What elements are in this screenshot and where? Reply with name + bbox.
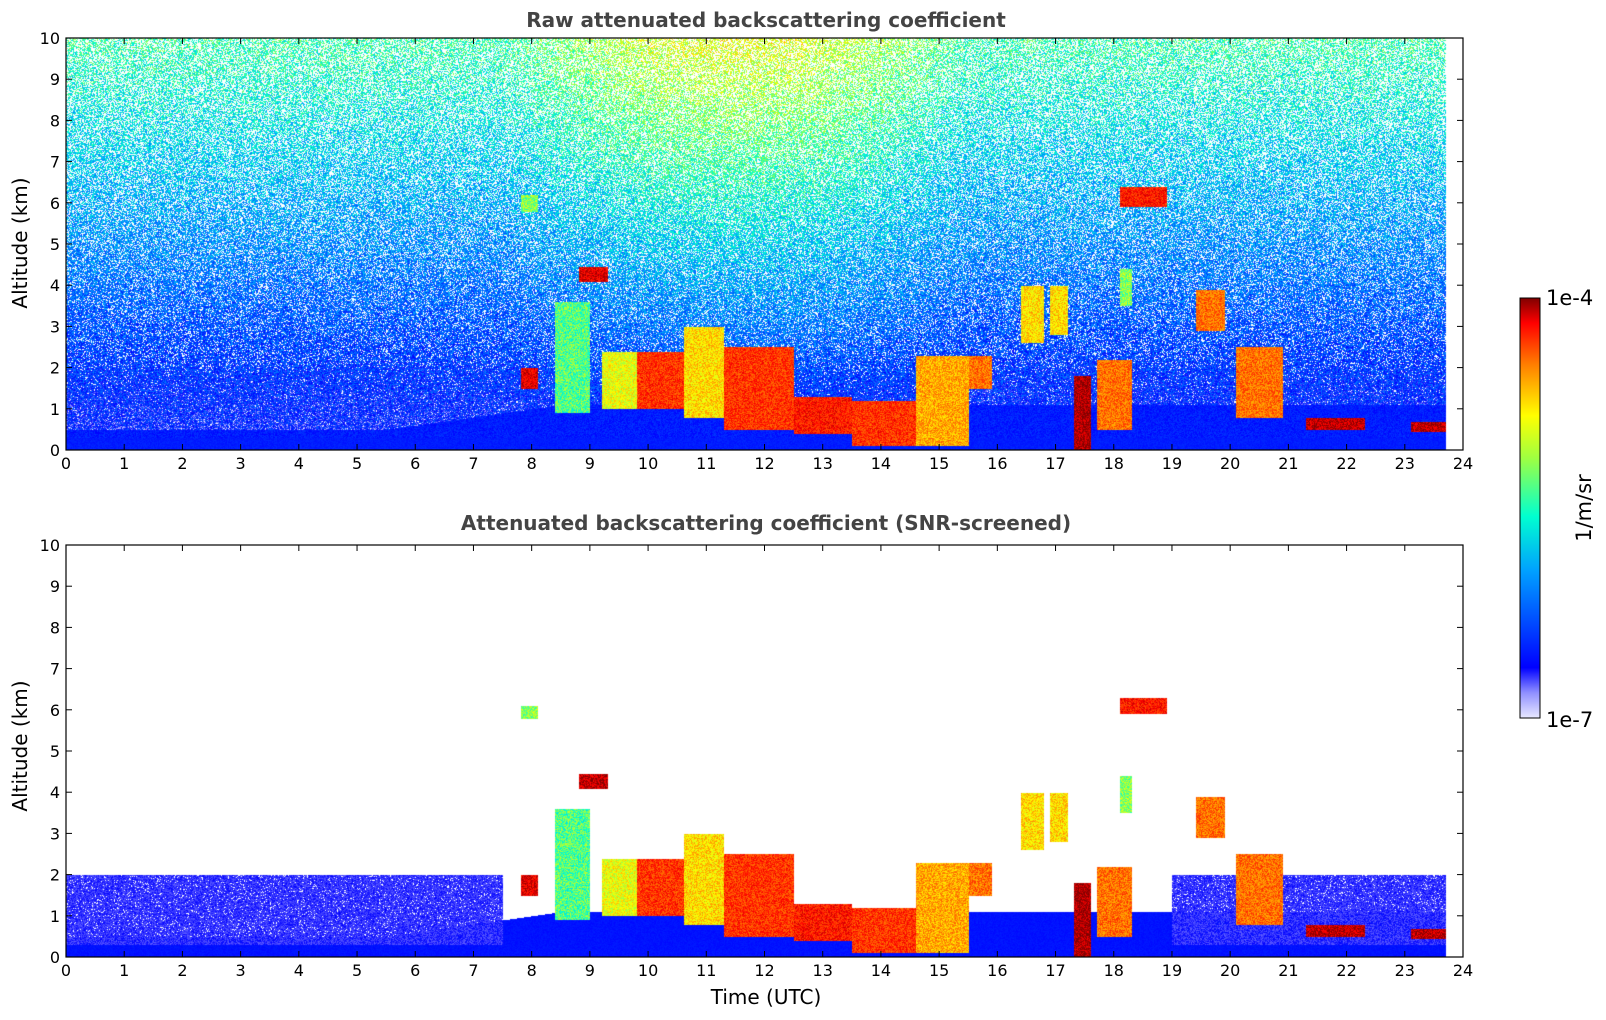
x-tick-label: 21 [1278,961,1298,980]
y-tick-label: 3 [50,824,60,843]
x-tick-label: 8 [527,961,537,980]
x-tick-label: 13 [813,454,833,473]
x-tick-label: 9 [585,961,595,980]
x-tick-label: 12 [754,454,774,473]
x-tick-label: 1 [119,961,129,980]
x-tick-label: 17 [1045,454,1065,473]
x-tick-label: 5 [352,961,362,980]
x-tick-label: 4 [294,961,304,980]
y-tick-label: 2 [50,359,60,378]
x-tick-label: 10 [638,961,658,980]
top-heatmap-panel [66,38,1463,450]
y-tick-label: 1 [50,400,60,419]
y-tick-label: 5 [50,235,60,254]
x-tick-label: 20 [1220,454,1240,473]
bottom-y-axis-label: Altitude (km) [8,680,32,811]
y-tick-label: 10 [40,536,60,555]
x-tick-label: 18 [1104,454,1124,473]
y-tick-label: 6 [50,194,60,213]
y-tick-label: 0 [50,948,60,967]
colorbar-min-label: 1e-7 [1546,708,1593,732]
top-heatmap-image [66,38,1463,450]
x-axis-label: Time (UTC) [710,985,822,1009]
x-tick-label: 5 [352,454,362,473]
x-tick-label: 1 [119,454,129,473]
x-tick-label: 24 [1453,454,1473,473]
x-tick-label: 13 [813,961,833,980]
x-tick-label: 4 [294,454,304,473]
colorbar-gradient [1519,297,1541,719]
y-tick-label: 4 [50,276,60,295]
top-chart-title: Raw attenuated backscattering coefficien… [526,8,1006,32]
y-tick-label: 2 [50,866,60,885]
y-tick-label: 7 [50,153,60,172]
bottom-chart-title: Attenuated backscattering coefficient (S… [461,511,1071,535]
top-y-axis-label: Altitude (km) [8,177,32,308]
x-tick-label: 22 [1336,961,1356,980]
x-tick-label: 19 [1162,961,1182,980]
y-tick-label: 0 [50,441,60,460]
x-tick-label: 2 [177,454,187,473]
bottom-heatmap-image [66,545,1463,957]
x-tick-label: 22 [1336,454,1356,473]
x-tick-label: 11 [696,454,716,473]
y-tick-label: 5 [50,742,60,761]
y-tick-label: 8 [50,618,60,637]
x-tick-label: 18 [1104,961,1124,980]
y-tick-label: 9 [50,577,60,596]
y-tick-label: 4 [50,783,60,802]
y-tick-label: 10 [40,29,60,48]
top-axes: 0 1 2 3 4 5 6 7 8 9 10 11 12 13 14 15 16 17 18 19 20 21 22 23 24… [40,29,1474,473]
x-tick-label: 14 [871,454,891,473]
x-tick-label: 14 [871,961,891,980]
x-tick-label: 23 [1395,961,1415,980]
y-tick-label: 3 [50,317,60,336]
x-tick-label: 21 [1278,454,1298,473]
x-tick-label: 10 [638,454,658,473]
x-tick-label: 11 [696,961,716,980]
y-tick-label: 6 [50,701,60,720]
x-tick-label: 7 [468,454,478,473]
y-tick-label: 7 [50,660,60,679]
colorbar-unit-label: 1/m/sr [1572,474,1596,542]
x-tick-label: 19 [1162,454,1182,473]
y-tick-label: 1 [50,907,60,926]
x-tick-label: 0 [61,454,71,473]
x-tick-label: 3 [236,961,246,980]
x-tick-label: 2 [177,961,187,980]
bottom-axes: 0 1 2 3 4 5 6 7 8 9 10 11 12 13 14 15 16 17 18 19 20 21 22 23 24… [40,536,1474,980]
x-tick-label: 16 [987,454,1007,473]
x-tick-label: 12 [754,961,774,980]
x-tick-label: 15 [929,454,949,473]
x-tick-label: 16 [987,961,1007,980]
x-tick-label: 23 [1395,454,1415,473]
bottom-heatmap-panel [66,545,1463,957]
x-tick-label: 17 [1045,961,1065,980]
x-tick-label: 8 [527,454,537,473]
y-tick-label: 9 [50,70,60,89]
x-tick-label: 3 [236,454,246,473]
x-tick-label: 7 [468,961,478,980]
x-tick-label: 0 [61,961,71,980]
x-tick-label: 6 [410,454,420,473]
y-tick-label: 8 [50,111,60,130]
colorbar-max-label: 1e-4 [1546,286,1593,310]
x-tick-label: 15 [929,961,949,980]
x-tick-label: 9 [585,454,595,473]
x-tick-label: 24 [1453,961,1473,980]
x-tick-label: 6 [410,961,420,980]
colorbar: 1e-4 1e-7 1/m/sr [1519,286,1596,732]
x-tick-label: 20 [1220,961,1240,980]
